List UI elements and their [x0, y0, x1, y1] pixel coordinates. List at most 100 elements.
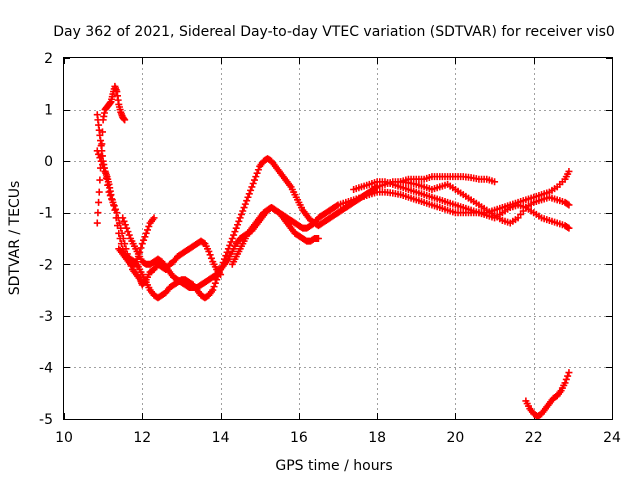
data-point [234, 221, 242, 229]
data-point [119, 214, 127, 222]
data-point [248, 183, 256, 191]
data-point [108, 196, 116, 204]
data-point [254, 166, 262, 174]
data-point [210, 283, 218, 291]
x-tick-labels: 10 12 14 16 18 20 22 24 [55, 430, 621, 446]
y-tick-labels: -5 -4 -3 -2 -1 0 1 2 [39, 51, 53, 428]
y-tick-label: -3 [39, 309, 53, 325]
data-point [249, 179, 257, 187]
x-tick-label: 20 [447, 430, 465, 446]
x-tick-label: 12 [133, 430, 151, 446]
data-point [231, 228, 239, 236]
y-tick-label: -5 [39, 412, 53, 428]
data-point [123, 224, 131, 232]
data-point [564, 372, 572, 380]
x-axis-label: GPS time / hours [275, 458, 392, 474]
y-tick-label: 0 [44, 154, 53, 170]
data-point [209, 286, 217, 294]
data-point [562, 375, 570, 383]
chart-title: Day 362 of 2021, Sidereal Day-to-day VTE… [53, 24, 615, 40]
x-tick-label: 18 [368, 430, 386, 446]
data-point [95, 150, 103, 158]
axis-ticks [64, 58, 613, 420]
data-point [117, 240, 125, 248]
data-point [142, 229, 150, 237]
data-point [235, 217, 243, 225]
data-point [237, 210, 245, 218]
data-point [561, 379, 569, 387]
data-point [314, 235, 322, 242]
data-point [111, 206, 119, 214]
x-tick-label: 24 [603, 430, 621, 446]
data-point [137, 244, 145, 252]
data-point [140, 236, 148, 244]
data-point [333, 202, 341, 210]
data-point [107, 191, 115, 199]
data-point [565, 201, 573, 209]
data-point [253, 169, 261, 177]
data-point [230, 231, 238, 239]
y-tick-label: -4 [39, 360, 53, 376]
data-point [228, 235, 236, 242]
data-point [95, 198, 103, 206]
data-point [565, 369, 573, 377]
data-point [226, 241, 234, 249]
data-point [236, 214, 244, 222]
data-point [564, 223, 572, 231]
data-point [120, 217, 128, 225]
data-point [223, 248, 231, 256]
grid [64, 58, 612, 419]
data-point [95, 188, 103, 196]
data-point [564, 200, 572, 208]
x-tick-label: 22 [525, 430, 543, 446]
data-point [205, 247, 213, 255]
data-point [145, 222, 153, 230]
data-point [240, 204, 248, 212]
x-tick-label: 10 [55, 430, 73, 446]
data-point [247, 186, 255, 194]
data-point [113, 222, 121, 230]
y-tick-label: 2 [44, 51, 53, 67]
y-tick-label: -1 [39, 206, 53, 222]
data-point [252, 173, 260, 181]
series-sat-c [93, 111, 499, 302]
data-point [243, 197, 251, 205]
data-point [211, 279, 219, 287]
data-point [115, 229, 123, 237]
data-point [372, 184, 380, 192]
y-axis-label: SDTVAR / TECUs [7, 181, 23, 296]
data-point [96, 176, 104, 184]
data-point [565, 224, 573, 232]
data-point [232, 224, 240, 232]
data-point [244, 193, 252, 201]
x-tick-label: 16 [290, 430, 308, 446]
data-point [93, 219, 101, 227]
data-point [241, 200, 249, 208]
series-sat-d [115, 214, 158, 268]
data-point [121, 116, 129, 124]
data-points [93, 82, 573, 420]
data-point [116, 235, 124, 242]
data-point [144, 226, 152, 234]
data-point [124, 228, 132, 236]
data-point [141, 233, 149, 241]
series-sat-i [522, 369, 573, 420]
data-point [112, 214, 120, 222]
data-point [250, 176, 258, 184]
y-tick-label: -2 [39, 257, 53, 273]
data-point [245, 190, 253, 198]
data-point [125, 231, 133, 239]
series-sat-g [350, 178, 573, 232]
data-point [206, 251, 214, 259]
data-point [110, 201, 118, 209]
data-point [207, 254, 215, 262]
data-point [227, 238, 235, 246]
x-tick-label: 14 [212, 430, 230, 446]
data-point [239, 207, 247, 215]
plot-frame [63, 57, 613, 420]
data-point [94, 209, 102, 217]
data-point [491, 178, 499, 186]
data-point [565, 167, 573, 175]
data-point [138, 240, 146, 248]
